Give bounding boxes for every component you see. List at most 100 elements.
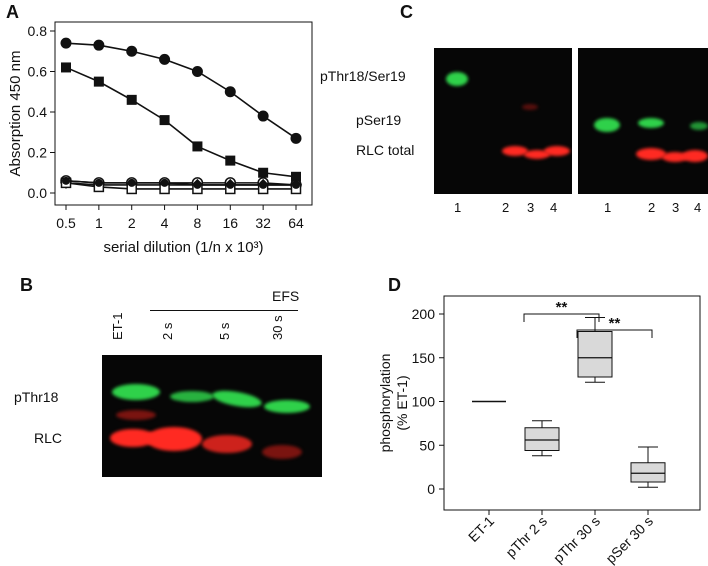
lane-label-et1: ET-1 <box>110 312 125 340</box>
lane-c-right-4: 4 <box>694 200 702 215</box>
band-c-left-lane1 <box>446 72 468 86</box>
data-point-open-circle <box>224 177 237 189</box>
panel-label-a: A <box>6 2 19 22</box>
y-tick-label: 0.2 <box>28 145 48 161</box>
data-point-open-square <box>192 183 203 195</box>
lane-c-left-2: 2 <box>502 200 510 215</box>
lane-c-right-3: 3 <box>672 200 680 215</box>
series-line-filled-diamond <box>65 182 296 186</box>
efs-group-line <box>150 310 298 311</box>
significance-stars: ** <box>609 315 621 332</box>
data-point-filled-circle-small <box>226 180 235 189</box>
band-c-right-red-lane2 <box>636 148 666 160</box>
row-label-rlc-total: RLC total <box>356 142 415 158</box>
data-point-open-square <box>126 183 137 195</box>
data-point-filled-circle-small <box>259 180 268 189</box>
data-point-filled-circle-small <box>292 180 300 189</box>
data-point-filled-square <box>61 62 71 73</box>
western-blot-c-left <box>434 48 572 194</box>
x-tick-label: 16 <box>222 215 238 231</box>
x-tick-label: 32 <box>255 215 271 231</box>
y-axis-label: Absorption 450 nm <box>7 51 24 177</box>
data-point-filled-circle <box>191 66 203 77</box>
box-body <box>524 427 560 451</box>
x-tick-label: pSer 30 s <box>602 513 656 566</box>
band-c-left-faint <box>522 104 538 110</box>
series-line-open-square <box>65 182 296 190</box>
y-tick-label: 0.6 <box>28 64 48 80</box>
x-tick-label: pThr 30 s <box>550 513 603 566</box>
data-point-filled-circle <box>257 110 269 122</box>
band-c-right-red-lane3 <box>662 152 688 162</box>
data-point-filled-square <box>126 94 137 105</box>
x-tick-label: 64 <box>288 215 304 231</box>
lane-label-5s: 5 s <box>217 322 232 340</box>
x-tick-label: 2 <box>128 215 136 231</box>
band-c-left-lane3 <box>524 150 550 159</box>
data-point-open-circle <box>60 175 72 187</box>
series-line-filled-square <box>65 66 297 178</box>
data-point-filled-square <box>192 141 203 152</box>
data-point-filled-diamond <box>257 178 270 191</box>
band-pthr18-lane3 <box>211 387 263 411</box>
data-point-filled-diamond <box>92 178 105 191</box>
row-label-rlc: RLC <box>34 430 63 446</box>
data-point-filled-circle-small <box>193 180 202 189</box>
data-point-open-circle <box>158 177 171 189</box>
y-tick-label: 0.8 <box>28 23 48 39</box>
data-point-filled-circle-small <box>62 176 70 185</box>
data-point-filled-diamond <box>125 178 138 191</box>
band-pthr18-lane4 <box>264 400 310 413</box>
data-point-open-square <box>60 177 72 189</box>
western-blot-b <box>102 355 322 477</box>
data-point-filled-circle <box>290 132 302 144</box>
data-point-open-circle <box>191 177 204 189</box>
data-point-filled-circle <box>224 86 236 98</box>
band-faint-lane1 <box>116 410 156 420</box>
band-c-right-lane2 <box>638 118 664 128</box>
data-point-open-circle <box>290 179 302 191</box>
western-blot-c-right <box>578 48 708 194</box>
band-c-right-lane4 <box>690 122 708 130</box>
significance-bracket <box>576 329 653 338</box>
y-axis-label-unit: (% ET-1) <box>394 375 410 430</box>
lane-c-left-4: 4 <box>550 200 558 215</box>
data-point-open-square <box>225 183 236 195</box>
data-point-open-square <box>159 183 170 195</box>
band-rlc-lane4 <box>262 445 302 459</box>
x-tick-label: 1 <box>95 215 103 231</box>
data-point-filled-diamond <box>191 178 204 191</box>
data-point-filled-square <box>225 155 236 166</box>
x-tick-label: ET-1 <box>465 513 497 545</box>
data-point-filled-circle-small <box>127 178 136 187</box>
significance-bracket <box>523 313 600 322</box>
x-axis-label: serial dilution (1/n x 10³) <box>103 239 263 256</box>
row-label-pser19: pSer19 <box>356 112 402 128</box>
y-tick-label: 150 <box>412 350 436 366</box>
data-point-filled-diamond <box>60 176 72 189</box>
band-rlc-lane1 <box>110 429 156 447</box>
efs-group-label: EFS <box>272 288 300 304</box>
lane-c-left-3: 3 <box>527 200 535 215</box>
x-tick-label: 4 <box>161 215 169 231</box>
panel-label-c: C <box>400 2 413 22</box>
series-line-open-circle <box>65 180 297 186</box>
band-c-right-red-lane4 <box>682 150 708 162</box>
band-rlc-lane3 <box>202 435 252 453</box>
x-tick-label: 8 <box>194 215 202 231</box>
lane-label-2s: 2 s <box>160 322 175 340</box>
y-tick-label: 0.4 <box>28 104 48 120</box>
y-tick-label: 0.0 <box>28 185 48 201</box>
data-point-open-circle <box>125 177 138 189</box>
data-point-filled-circle <box>60 37 72 49</box>
data-point-filled-diamond <box>158 178 171 191</box>
data-point-filled-circle <box>159 53 171 65</box>
data-point-filled-square <box>291 171 301 182</box>
band-c-right-lane1 <box>594 118 620 132</box>
significance-stars: ** <box>556 299 568 316</box>
band-c-left-lane4 <box>544 146 570 156</box>
chart-d-frame <box>443 295 701 511</box>
lane-c-left-1: 1 <box>454 200 462 215</box>
y-tick-label: 200 <box>412 306 436 322</box>
y-tick-label: 0 <box>427 481 435 497</box>
